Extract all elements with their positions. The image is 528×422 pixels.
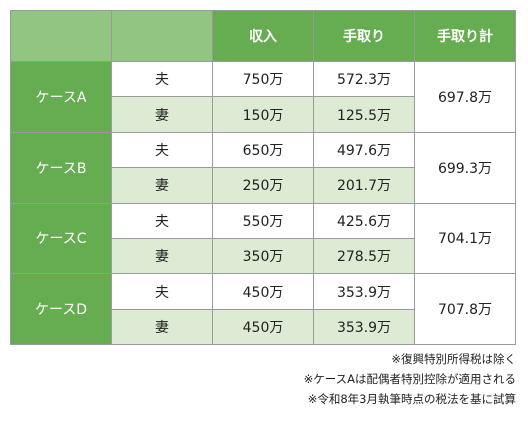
case-label: ケースA [10, 61, 112, 133]
income-cell: 750万 [212, 60, 314, 98]
income-cell: 350万 [212, 237, 314, 275]
table-row: ケースD 夫 450万 353.9万 707.8万 [10, 273, 516, 346]
header-person-cell [111, 10, 213, 62]
table-row: ケースA 夫 750万 572.3万 697.8万 [10, 60, 516, 133]
take-home-cell: 353.9万 [313, 273, 415, 310]
table-row: 妻 250万 201.7万 [11, 167, 516, 204]
take-home-cell: 353.9万 [313, 308, 415, 346]
person-cell: 妻 [111, 167, 213, 204]
header-take-home: 手取り [313, 10, 415, 62]
table-row: 妻 350万 278.5万 [11, 237, 516, 275]
take-home-cell: 125.5万 [313, 96, 415, 133]
income-cell: 450万 [212, 308, 314, 346]
footnote-tax-law-basis: ※令和8年3月執筆時点の税法を基に試算 [307, 392, 516, 406]
take-home-cell: 425.6万 [313, 202, 415, 239]
person-cell: 妻 [111, 237, 213, 275]
person-cell: 夫 [111, 273, 213, 310]
take-home-cell: 572.3万 [313, 60, 415, 98]
footnote-spousal-deduction: ※ケースAは配偶者特別控除が適用される [303, 372, 516, 386]
footnotes: ※復興特別所得税は除く ※ケースAは配偶者特別控除が適用される ※令和8年3月執… [304, 349, 516, 409]
person-cell: 妻 [111, 308, 213, 346]
income-cell: 150万 [212, 96, 314, 133]
take-home-cell: 497.6万 [313, 131, 415, 169]
person-cell: 夫 [111, 202, 213, 239]
income-cell: 650万 [212, 131, 314, 169]
person-cell: 妻 [111, 96, 213, 133]
table-row: 妻 150万 125.5万 [11, 96, 516, 133]
income-cell: 250万 [212, 167, 314, 204]
header-take-home-total: 手取り計 [414, 10, 516, 62]
income-cell: 450万 [212, 273, 314, 310]
header-income: 収入 [212, 10, 314, 62]
take-home-total-cell: 704.1万 [414, 202, 516, 275]
take-home-total-cell: 699.3万 [414, 131, 516, 204]
take-home-cell: 201.7万 [313, 167, 415, 204]
take-home-cell: 278.5万 [313, 237, 415, 275]
header-corner-cell [10, 10, 112, 62]
table-row: 妻 450万 353.9万 [11, 308, 516, 346]
take-home-total-cell: 697.8万 [414, 61, 516, 133]
case-label: ケースD [10, 273, 112, 346]
person-cell: 夫 [111, 60, 213, 98]
take-home-total-cell: 707.8万 [414, 273, 516, 346]
income-cell: 550万 [212, 202, 314, 239]
income-comparison-table: 収入 手取り 手取り計 ケースA 夫 750万 572.3万 697.8万 妻 … [10, 10, 516, 346]
case-label: ケースC [10, 202, 112, 275]
case-label: ケースB [10, 131, 112, 204]
footnote-reconstruction-tax: ※復興特別所得税は除く [391, 352, 516, 366]
table-row: ケースC 夫 550万 425.6万 704.1万 [10, 202, 516, 275]
person-cell: 夫 [111, 131, 213, 169]
table-header-row: 収入 手取り 手取り計 [10, 10, 516, 62]
table-row: ケースB 夫 650万 497.6万 699.3万 [10, 131, 516, 204]
